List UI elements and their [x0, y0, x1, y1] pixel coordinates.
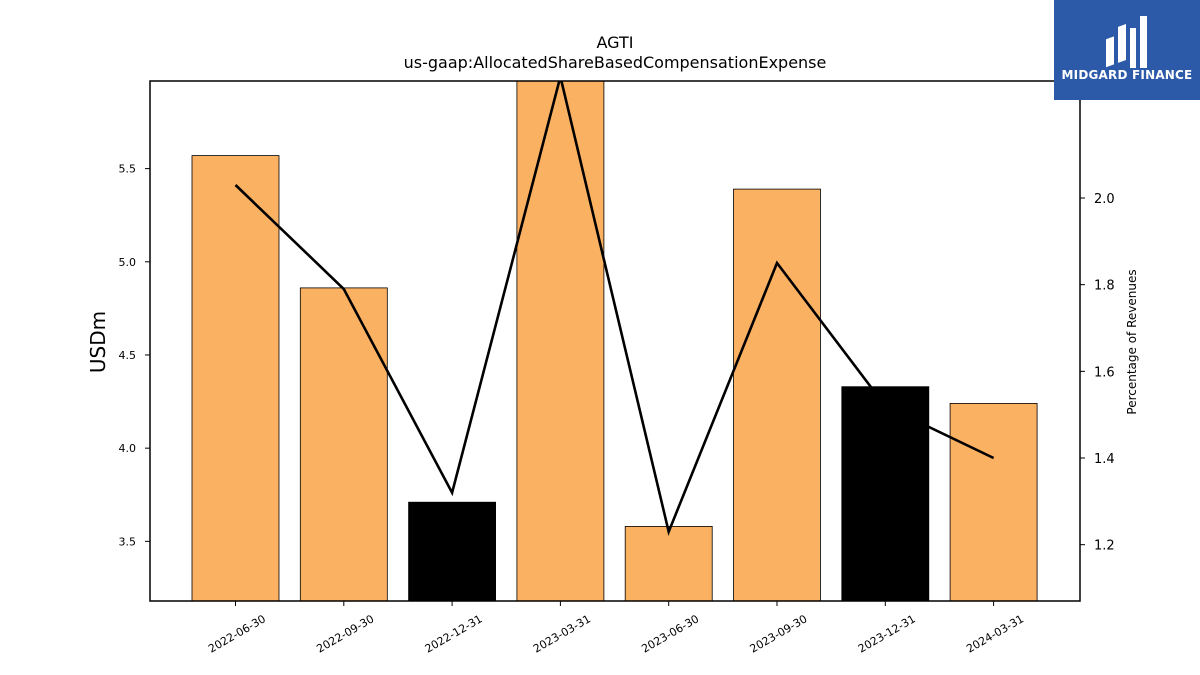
x-tick-label: 2023-12-31	[856, 612, 918, 655]
chart-subtitle: us-gaap:AllocatedShareBasedCompensationE…	[404, 53, 827, 72]
percentage-line	[234, 81, 995, 536]
y-axis-right-label: Percentage of Revenues	[1125, 269, 1139, 414]
y-right-tick-label: 1.4	[1094, 452, 1115, 467]
x-tick-label: 2022-09-30	[314, 612, 376, 655]
y-tick-label: 3.5	[119, 535, 137, 548]
bar-2024-03-31	[949, 402, 1038, 601]
y-axis-label: USDm	[86, 311, 110, 373]
brand-logo-mark-icon	[1106, 16, 1147, 68]
brand-logo-text: MIDGARD FINANCE	[1061, 68, 1193, 82]
chart-title: AGTI	[597, 33, 634, 52]
plot-area: 3.5 4.0 4.5 5.0 5.5 1.2 1.4 1.6 1.8 2.0 2022-06-30…	[119, 80, 1115, 656]
y-tick-label: 5.5	[119, 163, 137, 176]
y-right-tick-label: 1.8	[1094, 279, 1115, 294]
y-tick-label: 4.5	[119, 349, 137, 362]
y-tick-label: 4.0	[119, 442, 137, 455]
bar-2023-12-31	[841, 386, 930, 601]
bar-2023-03-31	[516, 81, 605, 601]
x-tick-label: 2024-03-31	[964, 612, 1026, 655]
x-tick-label: 2023-06-30	[639, 612, 701, 655]
x-tick-label: 2023-09-30	[748, 612, 810, 655]
y-tick-label: 5.0	[119, 256, 137, 269]
bar-2022-12-31	[408, 501, 497, 601]
brand-logo: MIDGARD FINANCE	[1054, 0, 1200, 100]
bars	[191, 81, 1038, 601]
x-tick-label: 2022-12-31	[423, 612, 485, 655]
y-right-tick-label: 1.6	[1094, 365, 1115, 380]
bar-2023-09-30	[733, 188, 821, 601]
y-right-tick-label: 2.0	[1094, 192, 1115, 207]
y-right-tick-label: 1.2	[1094, 539, 1115, 554]
bar-2022-06-30	[191, 155, 280, 601]
x-tick-label: 2022-06-30	[206, 612, 268, 655]
plot-frame	[149, 80, 1081, 602]
bar-2023-06-30	[624, 526, 713, 601]
x-tick-label: 2023-03-31	[531, 612, 593, 655]
bar-2022-09-30	[299, 287, 388, 601]
